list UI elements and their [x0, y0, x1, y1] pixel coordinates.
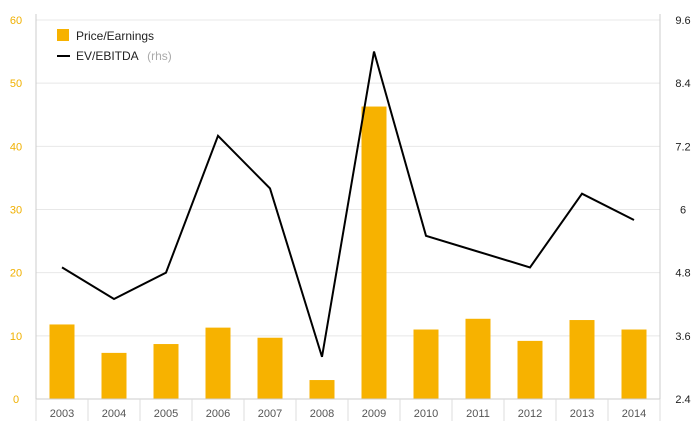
bar-price-earnings-2012: [517, 340, 543, 399]
x-tick-label: 2013: [570, 408, 594, 420]
bar-price-earnings-2003: [49, 324, 75, 399]
bar-price-earnings-2014: [621, 329, 647, 399]
y-right-tick-label: 2.4: [675, 394, 690, 406]
bar-price-earnings-2011: [465, 318, 491, 399]
x-tick-label: 2008: [310, 408, 334, 420]
y-left-tick-label: 50: [10, 78, 22, 90]
legend-label-ev-ebitda-suffix: (rhs): [147, 49, 172, 63]
bar-price-earnings-2010: [413, 329, 439, 399]
x-tick-label: 2014: [622, 408, 646, 420]
x-tick-label: 2003: [50, 408, 74, 420]
y-left-tick-label: 20: [10, 268, 22, 280]
legend-label-price-earnings: Price/Earnings: [76, 29, 154, 43]
x-tick-label: 2010: [414, 408, 438, 420]
legend-label-ev-ebitda: EV/EBITDA (rhs): [76, 47, 172, 64]
line-ev-ebitda: [61, 51, 635, 358]
line-series: [61, 51, 635, 358]
x-tick-label: 2006: [206, 408, 230, 420]
bar-price-earnings-2009: [361, 106, 387, 399]
x-tick-label: 2012: [518, 408, 542, 420]
y-right-tick-label: 8.4: [675, 78, 690, 90]
legend: Price/Earnings EV/EBITDA (rhs): [57, 29, 172, 64]
y-right-tick-label: 3.6: [675, 331, 690, 343]
legend-label-ev-ebitda-name: EV/EBITDA: [76, 49, 139, 63]
bar-price-earnings-2008: [309, 380, 335, 399]
axes: 0 10 20 30 40 50 60 2.4 3.6 4.8 6 7.2 8.4 9.6 2003 2004…: [10, 14, 691, 421]
x-tick-label: 2011: [466, 408, 490, 420]
bar-series: [49, 106, 647, 399]
y-right-tick-label: 7.2: [675, 141, 690, 153]
x-tick-label: 2005: [154, 408, 178, 420]
y-left-tick-label: 10: [10, 331, 22, 343]
bar-price-earnings-2007: [257, 337, 283, 399]
y-right-tick-label: 6: [680, 205, 686, 217]
x-tick-label: 2004: [102, 408, 126, 420]
y-left-tick-label: 30: [10, 205, 22, 217]
y-left-tick-label: 40: [10, 141, 22, 153]
legend-swatch-price-earnings: [57, 29, 69, 41]
y-left-tick-label: 60: [10, 15, 22, 27]
grid-lines: [36, 19, 660, 337]
bar-price-earnings-2005: [153, 344, 179, 399]
x-tick-label: 2009: [362, 408, 386, 420]
y-left-tick-label: 0: [13, 394, 19, 406]
bar-price-earnings-2006: [205, 327, 231, 399]
x-tick-label: 2007: [258, 408, 282, 420]
y-right-tick-label: 9.6: [675, 15, 690, 27]
bar-price-earnings-2013: [569, 320, 595, 399]
bar-price-earnings-2004: [101, 352, 127, 399]
y-right-tick-label: 4.8: [675, 268, 690, 280]
